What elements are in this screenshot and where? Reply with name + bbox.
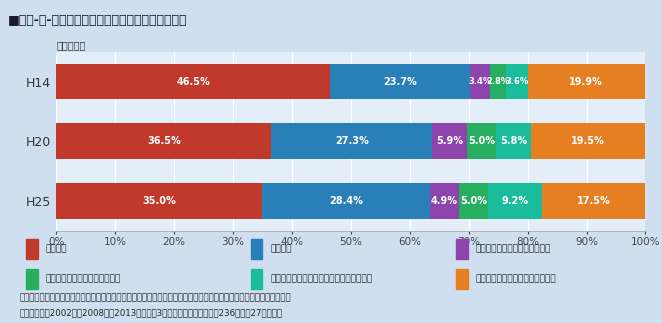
Bar: [488, 183, 542, 219]
Text: 社会サービス活動（その他：診療活動等）: 社会サービス活動（その他：診療活動等）: [270, 275, 372, 284]
Bar: [506, 64, 528, 99]
FancyBboxPatch shape: [26, 269, 38, 289]
Text: 9.2%: 9.2%: [502, 196, 529, 206]
Text: 28.4%: 28.4%: [329, 196, 363, 206]
Bar: [330, 64, 470, 99]
Text: 36.5%: 36.5%: [147, 136, 181, 146]
Text: 社会サービス活動（研究関連）: 社会サービス活動（研究関連）: [475, 245, 551, 254]
Text: 3.6%: 3.6%: [505, 77, 529, 86]
Bar: [530, 123, 645, 159]
FancyBboxPatch shape: [456, 269, 468, 289]
Text: 5.0%: 5.0%: [460, 196, 487, 206]
Text: 17.5%: 17.5%: [577, 196, 611, 206]
Bar: [56, 123, 271, 159]
Text: その他の職務活動（学内事務等）: その他の職務活動（学内事務等）: [475, 275, 556, 284]
Bar: [271, 123, 432, 159]
Bar: [496, 123, 530, 159]
Text: 19.5%: 19.5%: [571, 136, 605, 146]
Text: 3.4%: 3.4%: [468, 77, 491, 86]
Text: （調査年）: （調査年）: [56, 40, 85, 50]
Bar: [490, 64, 506, 99]
FancyBboxPatch shape: [26, 239, 38, 259]
FancyBboxPatch shape: [456, 239, 468, 259]
Text: 研究活動: 研究活動: [45, 245, 67, 254]
Bar: [470, 64, 490, 99]
Text: 4.9%: 4.9%: [431, 196, 457, 206]
Text: 19.9%: 19.9%: [569, 77, 603, 87]
Text: 資料：科学技術・学術政策研究所「大学等教員の職務活動の変化－「大学等におけるフルタイム換算データに関する調: 資料：科学技術・学術政策研究所「大学等教員の職務活動の変化－「大学等におけるフル…: [20, 293, 291, 302]
Text: 46.5%: 46.5%: [176, 77, 210, 87]
Bar: [528, 64, 645, 99]
Bar: [56, 64, 330, 99]
Text: 5.8%: 5.8%: [500, 136, 527, 146]
Text: 5.0%: 5.0%: [468, 136, 495, 146]
Text: 5.9%: 5.9%: [436, 136, 463, 146]
Bar: [467, 123, 496, 159]
Text: 2.8%: 2.8%: [487, 77, 510, 86]
Text: 35.0%: 35.0%: [142, 196, 176, 206]
Text: 社会サービス活動（教育関連）: 社会サービス活動（教育関連）: [45, 275, 120, 284]
Text: 査」による2002年、2008年、2013年調査の3時点比較－」調査資料－236（平成27年４月）: 査」による2002年、2008年、2013年調査の3時点比較－」調査資料－236…: [20, 308, 283, 318]
FancyBboxPatch shape: [251, 239, 262, 259]
Text: ■第１-１-８図／大学等職員の研究時間割合の推移: ■第１-１-８図／大学等職員の研究時間割合の推移: [8, 14, 187, 27]
FancyBboxPatch shape: [251, 269, 262, 289]
Text: 23.7%: 23.7%: [383, 77, 417, 87]
Bar: [459, 183, 488, 219]
Bar: [262, 183, 430, 219]
Text: 教育活動: 教育活動: [270, 245, 291, 254]
Bar: [432, 123, 467, 159]
Bar: [56, 183, 262, 219]
Bar: [542, 183, 645, 219]
Text: 27.3%: 27.3%: [335, 136, 369, 146]
Bar: [430, 183, 459, 219]
